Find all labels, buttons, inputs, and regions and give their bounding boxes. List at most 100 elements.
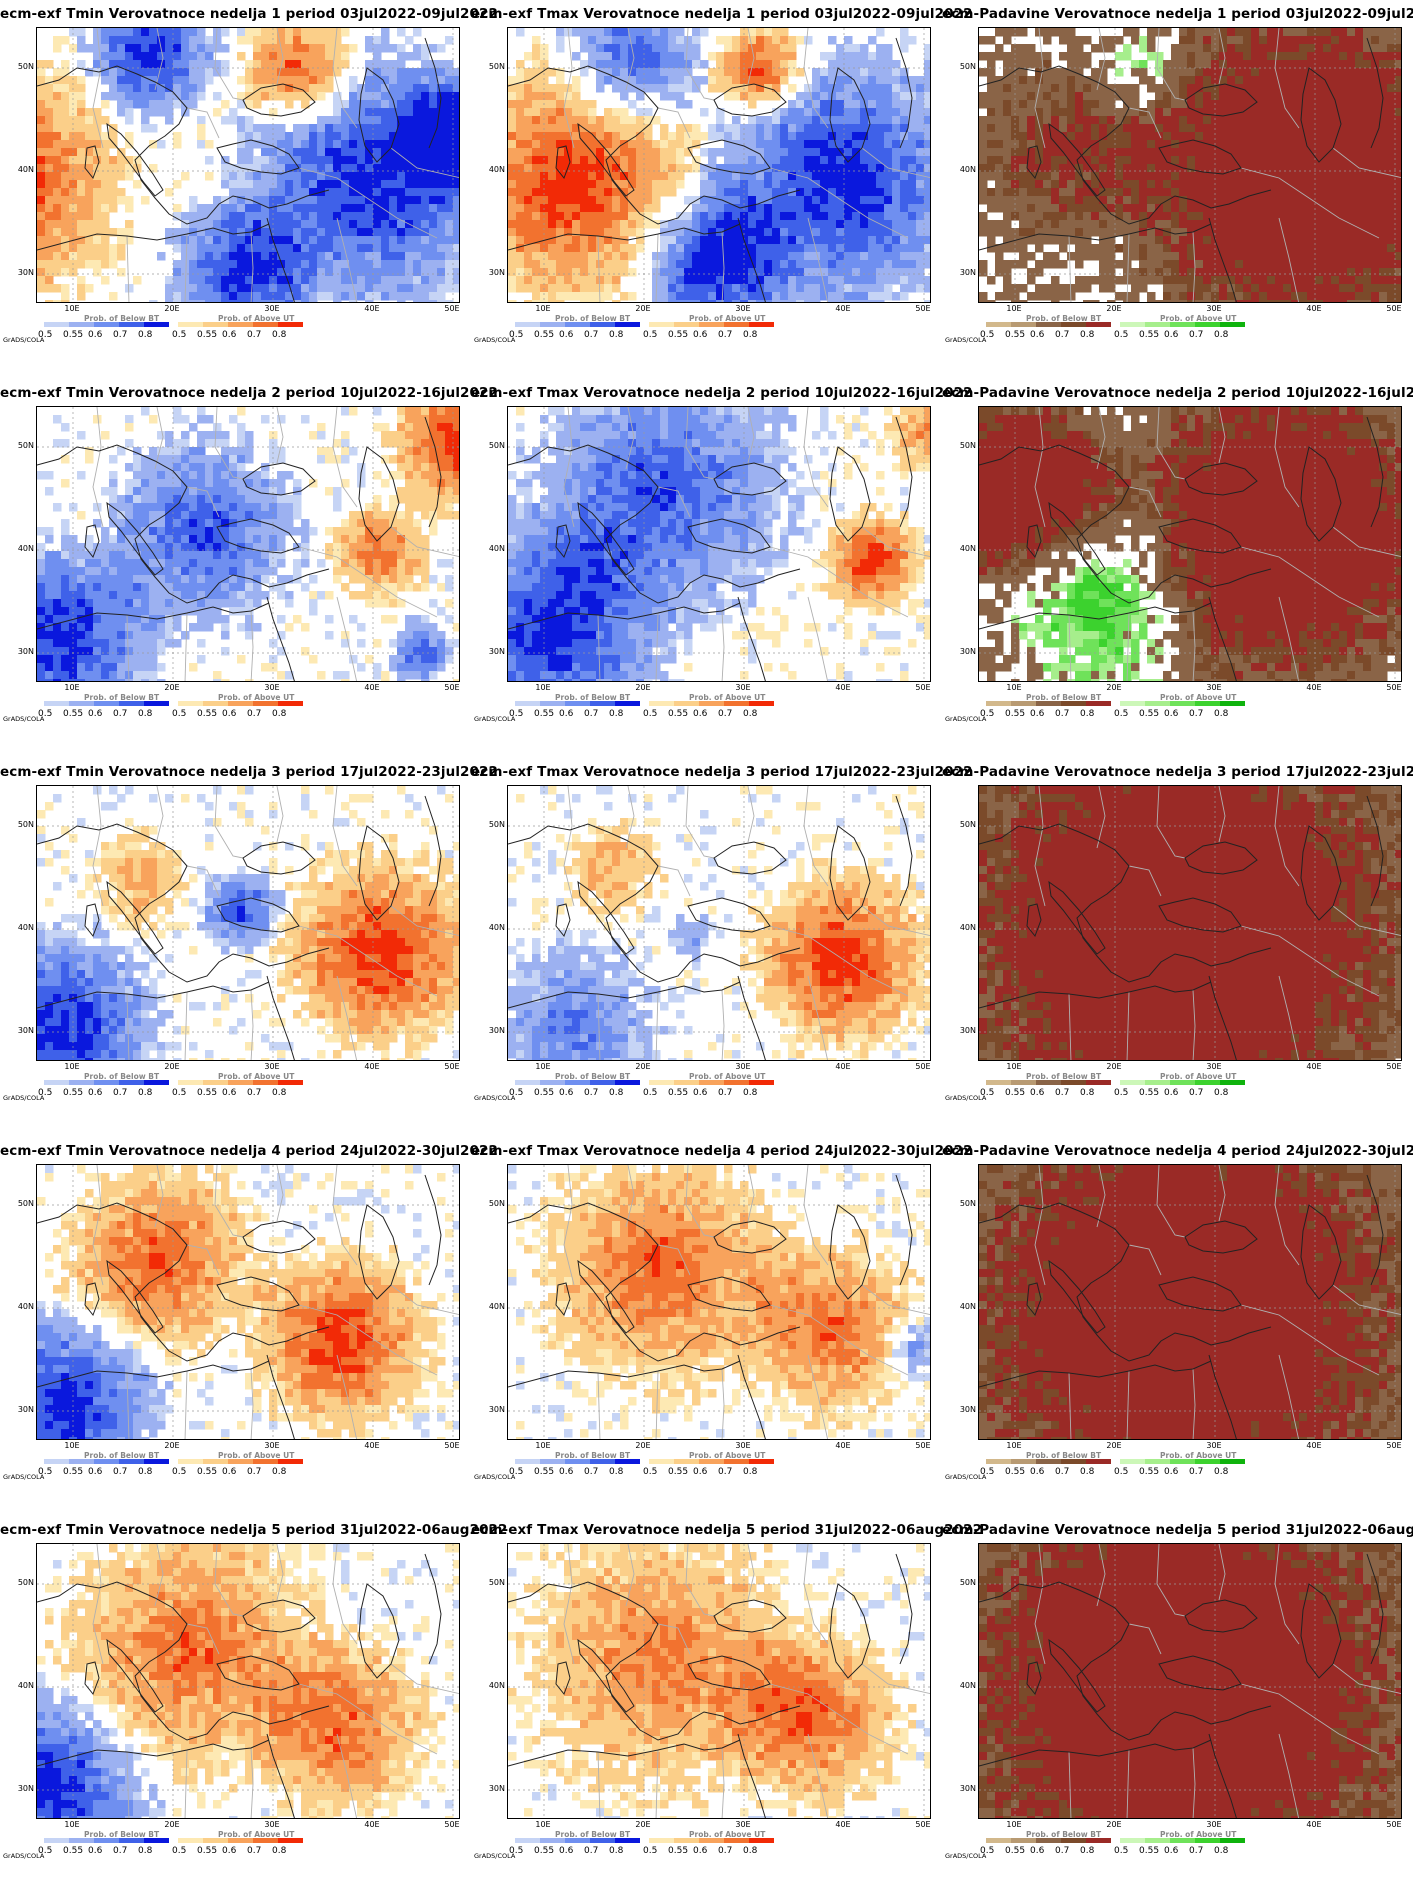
country-border — [1096, 1165, 1106, 1228]
colorbar-title: Prob. of Above UT — [218, 693, 294, 702]
latitude-label: 30N — [14, 268, 34, 277]
country-border — [154, 28, 164, 91]
colorbar-tick-label: 0.6 — [1164, 1467, 1178, 1477]
longitude-label: 50E — [908, 1820, 938, 1829]
longitude-label: 10E — [528, 1820, 558, 1829]
colorbar-tick-label: 0.7 — [584, 1088, 598, 1098]
colorbar-tick-label: 0.6 — [1030, 330, 1044, 340]
colorbar-swatch — [515, 1080, 540, 1085]
country-border — [186, 1623, 220, 1655]
colorbar-swatch — [1145, 322, 1170, 327]
longitude-label: 30E — [728, 683, 758, 692]
coastline — [979, 444, 1272, 604]
country-border — [721, 231, 725, 302]
colorbar-tick-label: 0.8 — [1214, 1467, 1228, 1477]
colorbar-tick-label: 0.7 — [718, 709, 732, 719]
colorbar-swatch — [1170, 701, 1195, 706]
colorbar-tick-label: 0.6 — [559, 1467, 573, 1477]
colorbar-swatch — [724, 1459, 749, 1464]
country-border — [625, 407, 635, 470]
colorbar-swatch — [228, 1459, 253, 1464]
country-border — [250, 1368, 254, 1439]
longitude-label: 50E — [908, 304, 938, 313]
country-border — [1156, 1165, 1186, 1238]
country-border — [803, 786, 829, 887]
colorbar-tick-label: 0.5 — [38, 1846, 52, 1856]
colorbar-title: Prob. of Above UT — [689, 693, 765, 702]
coastline — [216, 897, 300, 933]
colorbar-swatch — [1220, 701, 1245, 706]
colorbar-tick-label: 0.6 — [559, 1846, 573, 1856]
colorbar-swatch — [69, 1080, 94, 1085]
latitude-label: 30N — [14, 1784, 34, 1793]
longitude-label: 10E — [57, 304, 87, 313]
colorbar-tick-label: 0.7 — [1189, 709, 1203, 719]
longitude-label: 50E — [437, 1062, 467, 1071]
colorbar-tick-label: 0.6 — [693, 709, 707, 719]
colorbar-tick-label: 0.55 — [534, 1088, 554, 1098]
country-border — [657, 1623, 691, 1655]
country-border — [276, 1544, 284, 1601]
coastline — [1300, 446, 1342, 542]
colorbar-tick-label: 0.7 — [718, 1467, 732, 1477]
colorbar-swatch — [540, 1080, 565, 1085]
country-border — [1218, 1544, 1226, 1601]
longitude-label: 30E — [728, 304, 758, 313]
country-border — [769, 167, 909, 239]
coastline — [1366, 1174, 1384, 1286]
country-border — [655, 612, 659, 681]
country-border — [1218, 1165, 1226, 1222]
coastline — [1184, 1599, 1258, 1633]
country-border — [685, 1165, 715, 1238]
coastline — [84, 903, 100, 937]
probability-map — [978, 785, 1402, 1061]
coastline — [1158, 518, 1242, 554]
country-border — [861, 526, 930, 558]
coastline — [358, 1204, 400, 1300]
country-border — [1240, 546, 1380, 618]
country-border — [298, 167, 438, 239]
probability-map — [507, 27, 931, 303]
longitude-label: 40E — [828, 1062, 858, 1071]
latitude-label: 40N — [956, 544, 976, 553]
colorbar-title: Prob. of Above UT — [218, 1830, 294, 1839]
coastline — [358, 1583, 400, 1679]
coastline — [37, 1581, 330, 1741]
country-border — [1274, 1544, 1300, 1645]
colorbar-tick-label: 0.8 — [1080, 1088, 1094, 1098]
colorbar-swatch — [278, 1080, 303, 1085]
country-border — [214, 786, 244, 859]
colorbar-swatch — [565, 1080, 590, 1085]
grads-credit: GrADS/COLA — [3, 715, 44, 723]
colorbar-tick-label: 0.8 — [138, 1467, 152, 1477]
coastline — [1300, 825, 1342, 921]
coastline — [1208, 596, 1237, 681]
colorbar-tick-label: 0.7 — [247, 709, 261, 719]
country-border — [276, 786, 284, 843]
colorbar-swatch — [515, 1838, 540, 1843]
country-border — [1126, 612, 1130, 681]
colorbar-swatch — [1145, 1080, 1170, 1085]
coastline — [358, 825, 400, 921]
coastline — [266, 596, 295, 681]
grads-credit: GrADS/COLA — [945, 336, 986, 344]
colorbar-swatch — [1195, 1080, 1220, 1085]
coastline — [687, 139, 771, 175]
coastline — [424, 1553, 442, 1665]
country-border — [1192, 1747, 1196, 1818]
colorbar-swatch — [203, 1838, 228, 1843]
colorbar-swatch — [178, 701, 203, 706]
colorbar-swatch — [119, 1838, 144, 1843]
colorbar-tick-label: 0.8 — [138, 1088, 152, 1098]
colorbar-swatch — [119, 1080, 144, 1085]
country-border — [250, 989, 254, 1060]
map-canvas — [508, 407, 930, 681]
colorbar-tick-label: 0.55 — [668, 1467, 688, 1477]
coastline — [1158, 1276, 1242, 1312]
colorbar-tick-label: 0.55 — [63, 1846, 83, 1856]
colorbar-swatch — [94, 701, 119, 706]
longitude-label: 40E — [828, 1441, 858, 1450]
map-panel: ecm-exf Tmin Verovatnoce nedelja 5 perio… — [0, 1516, 507, 1895]
latitude-label: 50N — [485, 820, 505, 829]
colorbar-tick-label: 0.55 — [197, 330, 217, 340]
